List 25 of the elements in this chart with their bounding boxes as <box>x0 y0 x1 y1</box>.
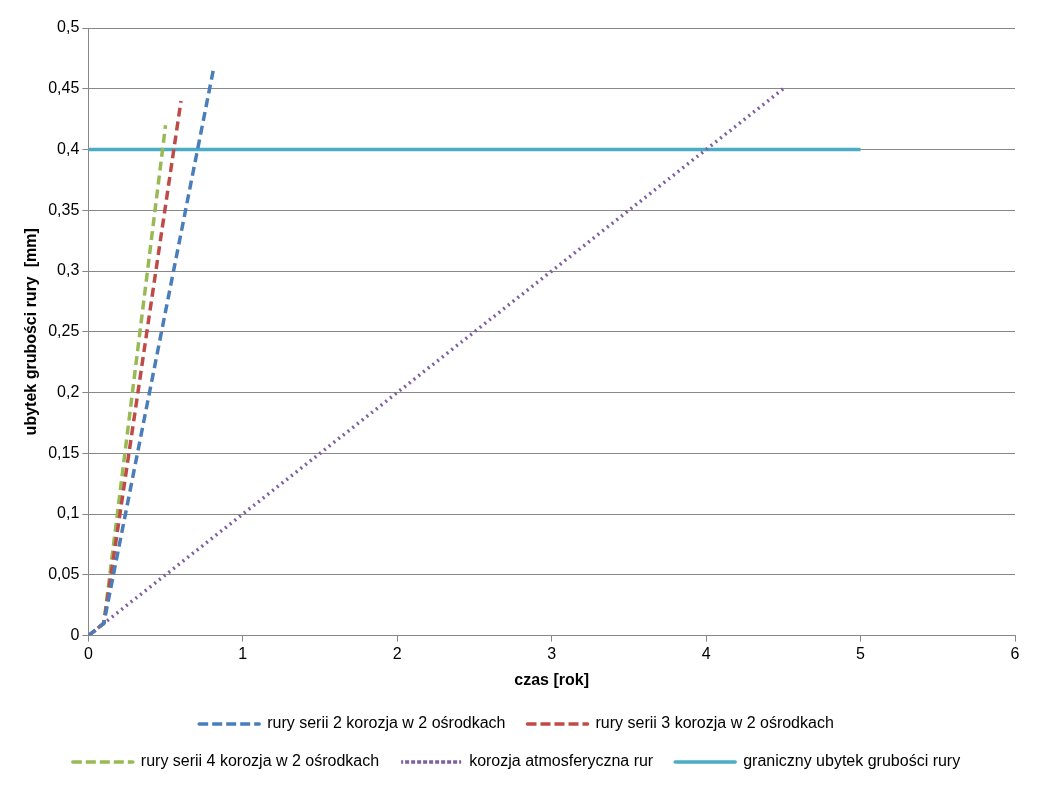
legend-label: rury serii 4 korozja w 2 ośrodkach <box>140 752 380 770</box>
y-tick-label: 0 <box>70 626 80 644</box>
y-tick-label: 0,5 <box>57 18 80 36</box>
y-tick-label: 0,45 <box>48 79 80 97</box>
y-tick-label: 0,15 <box>48 443 80 461</box>
x-tick-label: 1 <box>238 644 248 662</box>
legend-label: graniczny ubytek grubości rury <box>743 752 961 770</box>
y-tick-label: 0,05 <box>48 565 80 583</box>
x-tick-label: 2 <box>392 644 402 662</box>
y-tick-label: 0,35 <box>48 200 80 218</box>
y-tick-label: 0,1 <box>57 504 80 522</box>
y-tick-label: 0,4 <box>57 139 80 157</box>
x-tick-label: 5 <box>856 644 866 662</box>
x-tick-label: 6 <box>1010 644 1020 662</box>
x-tick-label: 3 <box>547 644 557 662</box>
legend-label: rury serii 2 korozja w 2 ośrodkach <box>267 714 506 732</box>
y-tick-label: 0,3 <box>57 261 80 279</box>
legend-label: rury serii 3 korozja w 2 ośrodkach <box>595 714 834 732</box>
legend-label: korozja atmosferyczna rur <box>469 752 654 770</box>
x-tick-label: 0 <box>83 644 93 662</box>
y-tick-label: 0,25 <box>48 322 80 340</box>
x-tick-label: 4 <box>701 644 711 662</box>
x-axis-title: czas [rok] <box>514 670 590 688</box>
y-axis-title: ubytek grubości rury [mm] <box>22 228 40 436</box>
y-tick-label: 0,2 <box>57 382 80 400</box>
